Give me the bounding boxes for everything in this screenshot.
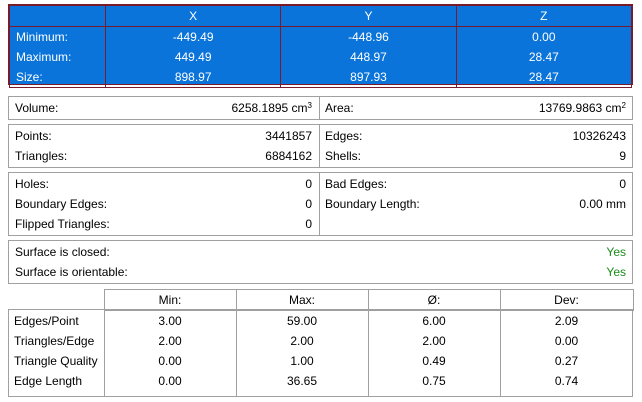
boundary-length-value: 0.00 mm	[579, 197, 626, 211]
bbox-min-z: 0.00	[455, 26, 633, 47]
stats-max: 36.65	[286, 374, 318, 388]
stats-avg: 2.00	[422, 334, 446, 348]
divider	[319, 173, 320, 235]
stats-header-avg: Ø:	[367, 289, 501, 311]
stats-header-max: Max:	[235, 289, 369, 311]
stats-dev: 2.09	[554, 314, 579, 328]
stats-row-name: Triangles/Edge	[14, 334, 95, 348]
divider	[319, 125, 320, 167]
stats-header-min: Min:	[103, 289, 237, 311]
bbox-min-x: -449.49	[104, 26, 282, 47]
bbox-size-x: 898.97	[104, 67, 282, 88]
stats-row-name: Triangle Quality	[14, 354, 98, 368]
table-row: Triangle Quality 0.00 1.00 0.49 0.27	[8, 351, 633, 371]
bad-edges-label: Bad Edges:	[325, 177, 388, 191]
stats-min: 3.00	[158, 314, 182, 328]
bbox-corner-cell	[9, 5, 106, 27]
stats-max: 1.00	[290, 354, 314, 368]
surface-orientable-value: Yes	[606, 265, 626, 279]
bbox-max-x: 449.49	[104, 47, 282, 67]
bad-edges-value: 0	[619, 177, 626, 191]
points-label: Points:	[15, 129, 52, 143]
bbox-row-label: Minimum:	[9, 26, 106, 47]
stats-min: 0.00	[158, 374, 182, 388]
stats-dev: 0.74	[554, 374, 579, 388]
divider	[319, 97, 320, 119]
bbox-header-x: X	[104, 5, 282, 27]
bounding-box-table: X Y Z Minimum: -449.49 -448.96 0.00 Maxi…	[8, 4, 633, 88]
bbox-row-minimum: Minimum: -449.49 -448.96 0.00	[9, 26, 633, 47]
points-value: 3441857	[265, 129, 312, 143]
holes-label: Holes:	[15, 177, 50, 191]
bbox-size-z: 28.47	[455, 67, 633, 88]
table-row: Edge Length 0.00 36.65 0.75 0.74	[8, 371, 633, 391]
surface-closed-label: Surface is closed:	[15, 245, 110, 259]
bbox-row-size: Size: 898.97 897.93 28.47	[9, 67, 633, 88]
surface-closed-value: Yes	[606, 245, 626, 259]
volume-area-box: Volume: 6258.1895 cm3 Area: 13769.9863 c…	[8, 96, 633, 120]
bbox-max-y: 448.97	[280, 47, 457, 67]
stats-row-name: Edge Length	[14, 374, 83, 388]
stats-min: 2.00	[158, 334, 182, 348]
stats-row-name: Edges/Point	[14, 313, 79, 328]
volume-label: Volume:	[15, 101, 59, 115]
table-row: Edges/Point 3.00 59.00 6.00 2.09	[8, 311, 633, 332]
stats-header-row: Min: Max: Ø: Dev:	[8, 289, 634, 311]
statistics-table: Min: Max: Ø: Dev: Edges/Point 3.00 59.00…	[8, 289, 634, 397]
holes-value: 0	[305, 177, 312, 191]
edges-value: 10326243	[572, 129, 626, 143]
bbox-size-y: 897.93	[280, 67, 457, 88]
errors-box: Holes: 0 Boundary Edges: 0 Flipped Trian…	[8, 172, 633, 236]
triangles-label: Triangles:	[15, 149, 68, 163]
edges-label: Edges:	[325, 129, 363, 143]
bbox-row-label: Size:	[9, 67, 106, 88]
boundary-edges-label: Boundary Edges:	[15, 197, 108, 211]
bbox-max-z: 28.47	[455, 47, 633, 67]
shells-value: 9	[619, 149, 626, 163]
triangles-value: 6884162	[265, 149, 312, 163]
table-row: Triangles/Edge 2.00 2.00 2.00 0.00	[8, 331, 633, 351]
stats-header-dev: Dev:	[499, 289, 634, 311]
bbox-header-z: Z	[455, 5, 633, 27]
boundary-edges-value: 0	[305, 197, 312, 211]
bbox-row-label: Maximum:	[9, 47, 106, 67]
stats-corner-cell	[8, 290, 104, 311]
stats-dev: 0.00	[554, 334, 579, 348]
boundary-length-label: Boundary Length:	[325, 197, 420, 211]
topology-counts-box: Points: 3441857 Triangles: 6884162 Edges…	[8, 124, 633, 168]
bbox-header-y: Y	[280, 5, 457, 27]
stats-max: 2.00	[290, 334, 314, 348]
stats-dev: 0.27	[554, 354, 579, 368]
area-value: 13769.9863 cm2	[538, 101, 626, 115]
stats-avg: 6.00	[422, 314, 446, 328]
shells-label: Shells:	[325, 149, 362, 163]
bbox-min-y: -448.96	[280, 26, 457, 47]
stats-min: 0.00	[158, 354, 182, 368]
surface-status-box: Surface is closed: Yes Surface is orient…	[8, 240, 633, 284]
bbox-row-maximum: Maximum: 449.49 448.97 28.47	[9, 47, 633, 67]
stats-avg: 0.49	[422, 354, 446, 368]
area-label: Area:	[325, 101, 354, 115]
stats-max: 59.00	[286, 314, 318, 328]
stats-avg: 0.75	[422, 374, 446, 388]
volume-value: 6258.1895 cm3	[231, 101, 312, 115]
surface-orientable-label: Surface is orientable:	[15, 265, 128, 279]
flipped-triangles-value: 0	[305, 217, 312, 231]
flipped-triangles-label: Flipped Triangles:	[15, 217, 110, 231]
